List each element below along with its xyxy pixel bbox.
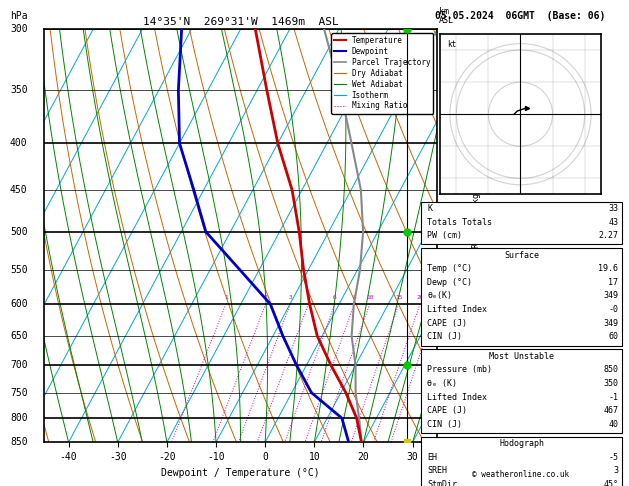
Text: -5: -5: [608, 453, 618, 462]
Text: θₑ(K): θₑ(K): [427, 292, 452, 300]
Text: 750: 750: [10, 388, 28, 398]
Text: 1: 1: [224, 295, 228, 300]
Bar: [421, 437, 623, 486]
Text: K: K: [427, 204, 432, 213]
Text: Temp (°C): Temp (°C): [427, 264, 472, 273]
Text: 45°: 45°: [603, 480, 618, 486]
Text: 400: 400: [10, 139, 28, 148]
Bar: [421, 349, 623, 433]
Text: © weatheronline.co.uk: © weatheronline.co.uk: [472, 469, 569, 479]
Text: LCL: LCL: [439, 414, 454, 423]
Text: km
ASL: km ASL: [439, 7, 454, 25]
Bar: [421, 202, 623, 244]
Text: CAPE (J): CAPE (J): [427, 406, 467, 415]
Text: 19.6: 19.6: [598, 264, 618, 273]
Text: 650: 650: [10, 331, 28, 341]
Bar: [421, 248, 623, 346]
Text: 33: 33: [608, 204, 618, 213]
Text: Totals Totals: Totals Totals: [427, 218, 492, 226]
Text: Pressure (mb): Pressure (mb): [427, 365, 492, 374]
Text: 349: 349: [603, 319, 618, 328]
Text: 3: 3: [288, 295, 292, 300]
Text: θₑ (K): θₑ (K): [427, 379, 457, 388]
Text: Most Unstable: Most Unstable: [489, 352, 554, 361]
Text: 7: 7: [439, 139, 445, 148]
Text: 60: 60: [608, 332, 618, 341]
Text: CAPE (J): CAPE (J): [427, 319, 467, 328]
Text: -0: -0: [608, 305, 618, 314]
Text: 3: 3: [439, 360, 445, 370]
Text: 4: 4: [439, 299, 445, 309]
Text: 349: 349: [603, 292, 618, 300]
Text: CIN (J): CIN (J): [427, 420, 462, 429]
Text: PW (cm): PW (cm): [427, 231, 462, 240]
Text: 8: 8: [352, 295, 356, 300]
Title: 14°35'N  269°31'W  1469m  ASL: 14°35'N 269°31'W 1469m ASL: [143, 17, 338, 27]
Text: EH: EH: [427, 453, 437, 462]
Text: 800: 800: [10, 413, 28, 423]
Text: 40: 40: [608, 420, 618, 429]
Text: 2.27: 2.27: [598, 231, 618, 240]
Text: 450: 450: [10, 185, 28, 195]
Text: Mixing Ratio (g/kg): Mixing Ratio (g/kg): [472, 188, 481, 283]
Text: 850: 850: [10, 437, 28, 447]
Text: 20: 20: [416, 295, 424, 300]
Text: hPa: hPa: [10, 11, 28, 21]
Text: kt: kt: [447, 40, 456, 49]
Text: SREH: SREH: [427, 467, 447, 475]
Text: 700: 700: [10, 360, 28, 370]
Text: 467: 467: [603, 406, 618, 415]
Text: 8: 8: [439, 86, 445, 95]
Text: 2: 2: [264, 295, 267, 300]
Text: 05.05.2024  06GMT  (Base: 06): 05.05.2024 06GMT (Base: 06): [435, 11, 606, 21]
Text: 25: 25: [433, 295, 440, 300]
Text: 43: 43: [608, 218, 618, 226]
Legend: Temperature, Dewpoint, Parcel Trajectory, Dry Adiabat, Wet Adiabat, Isotherm, Mi: Temperature, Dewpoint, Parcel Trajectory…: [331, 33, 433, 114]
Text: 350: 350: [10, 86, 28, 95]
Text: 850: 850: [603, 365, 618, 374]
Text: 4: 4: [306, 295, 310, 300]
Text: 300: 300: [10, 24, 28, 34]
Text: 6: 6: [439, 227, 445, 237]
Text: -1: -1: [608, 393, 618, 401]
Text: Lifted Index: Lifted Index: [427, 393, 487, 401]
Text: 2: 2: [439, 413, 445, 423]
Text: CIN (J): CIN (J): [427, 332, 462, 341]
Text: 350: 350: [603, 379, 618, 388]
Text: 17: 17: [608, 278, 618, 287]
Text: Dewp (°C): Dewp (°C): [427, 278, 472, 287]
Text: 15: 15: [395, 295, 403, 300]
Text: 600: 600: [10, 299, 28, 309]
Text: 3: 3: [613, 467, 618, 475]
Text: Surface: Surface: [504, 251, 539, 260]
Text: Lifted Index: Lifted Index: [427, 305, 487, 314]
Text: 500: 500: [10, 227, 28, 237]
X-axis label: Dewpoint / Temperature (°C): Dewpoint / Temperature (°C): [161, 468, 320, 478]
Text: Hodograph: Hodograph: [499, 439, 544, 448]
Text: 6: 6: [333, 295, 337, 300]
Text: StmDir: StmDir: [427, 480, 457, 486]
Text: 10: 10: [366, 295, 374, 300]
Text: 550: 550: [10, 264, 28, 275]
